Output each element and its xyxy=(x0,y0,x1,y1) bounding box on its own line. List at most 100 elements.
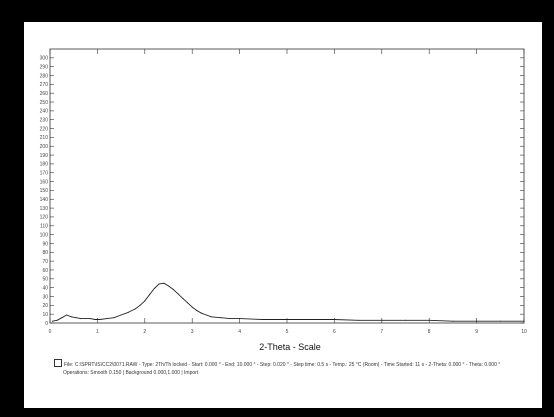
y-tick-label: 150 xyxy=(40,188,49,194)
data-point xyxy=(61,317,63,319)
data-point xyxy=(172,288,174,290)
y-tick-label: 170 xyxy=(40,171,49,177)
data-point xyxy=(106,318,108,320)
data-point xyxy=(310,319,312,320)
data-point xyxy=(51,320,53,322)
data-point xyxy=(134,308,136,310)
data-point xyxy=(120,314,122,316)
x-axis-title: 2-Theta - Scale xyxy=(259,342,321,352)
data-point xyxy=(262,319,264,320)
data-point xyxy=(70,316,72,318)
x-tick-label: 4 xyxy=(238,329,241,335)
data-point xyxy=(56,319,58,321)
data-point xyxy=(210,316,212,318)
y-tick-label: 230 xyxy=(40,118,49,124)
x-tick-label: 2 xyxy=(143,329,146,335)
y-tick-label: 190 xyxy=(40,153,49,159)
y-tick-label: 0 xyxy=(45,321,48,327)
y-tick-label: 80 xyxy=(42,250,48,256)
data-point xyxy=(89,318,91,320)
caption-line-2-text: Operations: Smooth 0.150 | Background 0.… xyxy=(63,370,199,376)
data-point xyxy=(220,317,222,319)
y-tick-label: 210 xyxy=(40,135,49,141)
data-point xyxy=(476,320,478,322)
series-group xyxy=(51,282,525,322)
y-tick-label: 290 xyxy=(40,64,49,70)
y-tick-label: 180 xyxy=(40,162,49,168)
y-tick-label: 50 xyxy=(42,277,48,283)
data-point xyxy=(163,282,165,284)
y-tick-label: 220 xyxy=(40,126,49,132)
data-point xyxy=(333,319,335,320)
x-tick-label: 6 xyxy=(333,329,336,335)
caption-line-2: Operations: Smooth 0.150 | Background 0.… xyxy=(54,369,544,377)
data-point xyxy=(80,318,82,320)
y-tick-label: 130 xyxy=(40,206,49,212)
data-point xyxy=(191,306,193,308)
data-point xyxy=(452,320,454,322)
y-tick-label: 20 xyxy=(42,303,48,309)
y-tick-label: 250 xyxy=(40,100,49,106)
data-point xyxy=(168,285,169,287)
y-tick-label: 40 xyxy=(42,285,48,291)
y-tick-label: 270 xyxy=(40,82,49,88)
y-tick-label: 10 xyxy=(42,312,48,318)
x-tick-label: 9 xyxy=(475,329,478,335)
x-tick-label: 10 xyxy=(521,329,527,335)
series-line xyxy=(52,282,524,322)
data-point xyxy=(187,302,188,304)
x-axis-ticks: 0 1 2 3 4 5 6 7 8 9 10 xyxy=(49,49,527,335)
data-point xyxy=(99,319,101,320)
xrd-chart: 0102030405060708090100110120130140150160… xyxy=(40,48,527,352)
data-point xyxy=(523,320,525,322)
data-point xyxy=(149,294,150,296)
x-tick-label: 1 xyxy=(96,329,99,335)
y-tick-label: 110 xyxy=(40,224,48,230)
y-axis-ticks: 0 10 20 30 40 50 60 70 80 90 100 110 120 130 140 150 160… xyxy=(40,56,524,327)
data-point xyxy=(205,314,207,316)
data-point xyxy=(144,300,146,302)
y-tick-label: 260 xyxy=(40,91,49,97)
y-tick-label: 30 xyxy=(42,294,48,300)
data-point xyxy=(153,288,155,289)
screenshot-frame: 0 10 20 30 40 50 60 70 80 90 100 110 120 130 140 150 160… xyxy=(8,10,546,410)
data-point xyxy=(75,317,77,319)
data-point xyxy=(405,319,406,321)
y-tick-label: 120 xyxy=(40,215,49,221)
x-tick-label: 7 xyxy=(380,329,383,335)
data-point xyxy=(113,317,115,319)
data-point xyxy=(229,318,231,320)
x-tick-label: 5 xyxy=(286,329,289,335)
y-tick-label: 240 xyxy=(40,109,49,115)
y-tick-label: 90 xyxy=(42,241,48,247)
data-point xyxy=(381,319,383,321)
data-point xyxy=(127,311,129,313)
y-tick-label: 60 xyxy=(42,268,48,274)
data-point xyxy=(286,319,288,320)
data-point xyxy=(85,318,86,320)
data-point xyxy=(158,283,160,285)
y-tick-label: 300 xyxy=(40,56,49,62)
data-point xyxy=(139,304,141,306)
data-point xyxy=(182,297,184,299)
x-tick-label: 3 xyxy=(191,329,194,335)
y-tick-label: 200 xyxy=(40,144,49,150)
caption-line-1-text: File: C:\SPRT\IS\CC2\0071.RAW - Type: 2T… xyxy=(64,362,501,368)
y-tick-label: 280 xyxy=(40,73,49,79)
x-tick-label: 0 xyxy=(49,329,52,335)
scan-caption: File: C:\SPRT\IS\CC2\0071.RAW - Type: 2T… xyxy=(54,359,544,377)
y-tick-label: 160 xyxy=(40,179,49,185)
data-point xyxy=(499,320,501,322)
y-tick-label: 100 xyxy=(40,232,49,238)
chart-paper: 0 10 20 30 40 50 60 70 80 90 100 110 120 130 140 150 160… xyxy=(24,22,542,408)
data-point xyxy=(94,319,96,320)
caption-line-1: File: C:\SPRT\IS\CC2\0071.RAW - Type: 2T… xyxy=(54,359,544,369)
data-point xyxy=(428,319,430,321)
data-point xyxy=(239,318,241,320)
plot-frame xyxy=(49,48,525,324)
x-tick-label: 8 xyxy=(428,329,431,335)
data-point xyxy=(201,312,203,314)
data-point xyxy=(357,319,359,321)
data-point xyxy=(196,310,198,312)
y-tick-label: 140 xyxy=(40,197,49,203)
